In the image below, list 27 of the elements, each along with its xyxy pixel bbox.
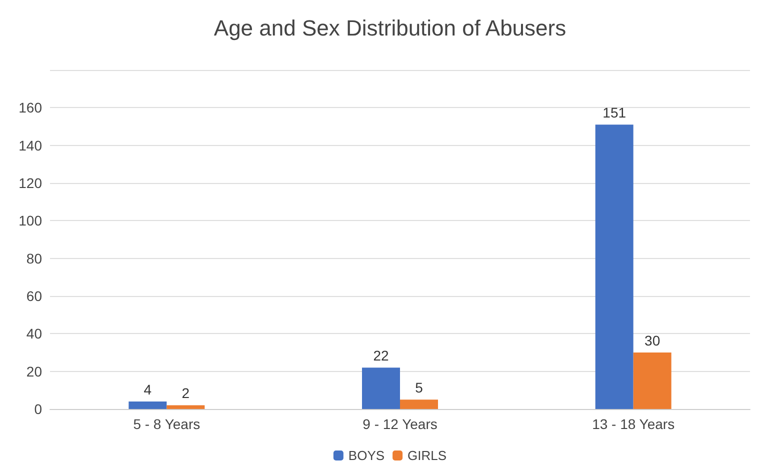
data-label: 2 [182,385,190,402]
data-label: 30 [644,332,660,348]
y-tick-label: 60 [26,288,42,304]
y-tick-label: 80 [26,250,42,266]
x-tick-label: 13 - 18 Years [592,416,675,432]
data-label: 4 [144,381,152,398]
chart-title: Age and Sex Distribution of Abusers [214,16,566,40]
y-tick-label: 40 [26,326,42,342]
bar [400,400,438,409]
y-tick-label: 120 [18,175,42,191]
y-tick-label: 0 [34,401,42,417]
bar [128,401,167,409]
y-tick-label: 160 [18,100,42,116]
bar [633,352,672,409]
bar [362,368,400,409]
data-label: 5 [415,380,424,396]
data-label: 151 [602,104,626,121]
y-tick-label: 100 [18,212,42,229]
bar [595,124,634,409]
y-tick-label: 20 [26,363,42,380]
bar [166,405,205,409]
data-label: 22 [373,348,389,364]
legend-label: GIRLS [408,448,447,463]
x-tick-label: 9 - 12 Years [362,416,438,432]
x-tick-label: 5 - 8 Years [133,416,200,432]
y-tick-label: 140 [18,137,42,154]
legend-label: BOYS [348,448,385,463]
